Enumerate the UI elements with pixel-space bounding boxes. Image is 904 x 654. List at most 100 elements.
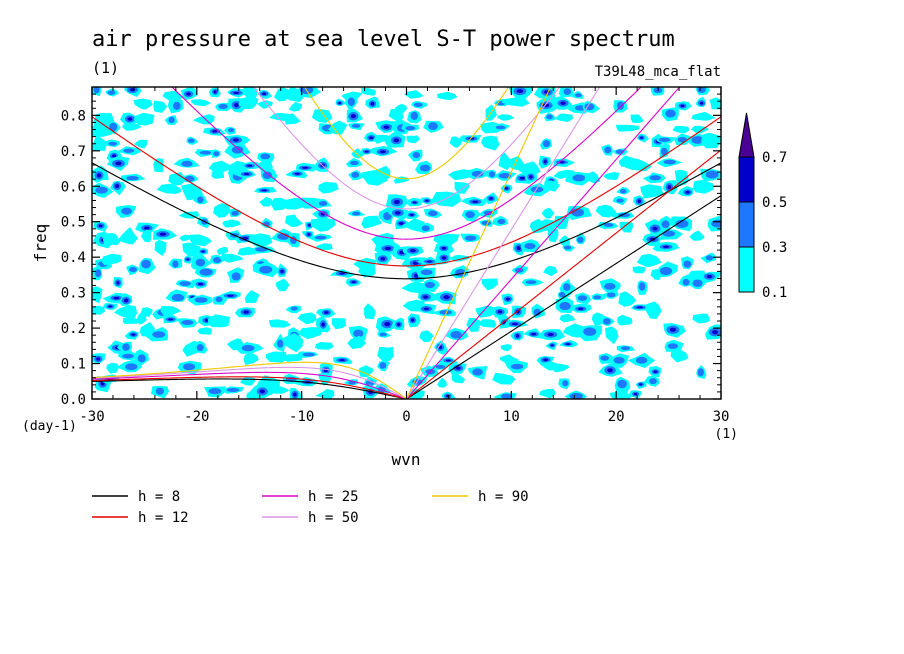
legend-label: h = 12: [138, 510, 189, 526]
curve-h-90-kelvin: [406, 87, 552, 399]
contour-patch: [433, 233, 460, 247]
contour-core: [638, 282, 646, 291]
x-tick-label: 30: [713, 409, 730, 425]
contour-core: [593, 295, 602, 300]
contour-core: [663, 159, 676, 165]
contour-core: [583, 327, 597, 336]
contour-core: [603, 223, 614, 227]
contour-peak: [213, 90, 217, 94]
contour-peak: [394, 211, 401, 215]
contour-patch: [636, 253, 662, 268]
contour-patch: [466, 317, 480, 332]
contour-core: [212, 256, 222, 264]
curve-h-25-inertia-gravity: [171, 87, 642, 240]
contour-patch: [134, 139, 148, 149]
contour-patch: [361, 215, 383, 229]
y-axis-label: freq: [31, 224, 50, 263]
contour-core: [379, 332, 387, 337]
contour-core: [428, 210, 438, 217]
curve-h-90-inertia-gravity: [303, 87, 510, 180]
contour-core: [277, 339, 284, 348]
contour-core: [619, 189, 627, 194]
contour-patch: [182, 242, 201, 257]
contour-patch: [481, 135, 500, 151]
contour-core: [260, 153, 271, 160]
contour-peak: [98, 224, 103, 228]
contour-peak: [706, 274, 713, 279]
contour-peak: [127, 117, 133, 121]
contour-patch: [133, 112, 155, 126]
y-tick-label: 0.2: [61, 321, 86, 337]
contour-core: [353, 329, 364, 338]
contour-peak: [159, 232, 167, 236]
contour-peak: [399, 222, 404, 225]
contour-core: [616, 198, 624, 203]
contour-core: [231, 146, 244, 154]
contour-peak: [131, 333, 136, 336]
contour-peak: [516, 89, 524, 94]
x-tick-label: 10: [503, 409, 520, 425]
legend-label: h = 25: [308, 489, 359, 505]
contour-patch: [617, 314, 633, 326]
contour-core: [495, 125, 506, 130]
contour-peak: [412, 201, 417, 204]
contour-patch: [244, 290, 260, 303]
contour-core: [152, 331, 166, 338]
contour-peak: [338, 102, 342, 105]
contour-peak: [446, 394, 450, 398]
x-axis-label: wvn: [392, 450, 421, 469]
contour-patch: [693, 179, 714, 194]
contour-core: [697, 87, 706, 93]
contour-core: [183, 363, 196, 371]
contour-peak: [529, 175, 533, 179]
contour-patch: [179, 234, 193, 242]
contour-peak: [393, 199, 400, 205]
contour-core: [95, 186, 108, 194]
contour-core: [661, 220, 670, 229]
contour-core: [705, 255, 714, 261]
contour-peak: [680, 104, 685, 108]
contour-patch: [406, 135, 421, 144]
contour-patch: [553, 169, 577, 179]
y-tick-label: 0.5: [61, 215, 86, 231]
contour-peak: [115, 161, 122, 166]
colorbar-extend-arrow: [738, 112, 755, 158]
contour-patch: [315, 389, 335, 399]
contour-patch: [282, 197, 305, 210]
contour-peak: [426, 260, 433, 263]
contour-patch: [431, 191, 462, 207]
contour-core: [351, 171, 360, 178]
contour-core: [215, 296, 223, 303]
contour-core: [577, 236, 584, 243]
contour-core: [533, 308, 541, 317]
contour-patch: [358, 263, 376, 278]
y-tick-label: 0.0: [61, 392, 86, 408]
contour-peak: [633, 392, 638, 396]
contour-core: [228, 128, 235, 133]
contour-core: [122, 353, 134, 359]
contour-core: [141, 259, 151, 269]
contour-patch: [268, 319, 291, 328]
contour-peak: [380, 257, 386, 261]
contour-patch: [101, 253, 122, 266]
contour-peak: [653, 370, 658, 374]
contour-core: [199, 268, 213, 276]
legend: h = 8 h = 12 h = 25 h = 50 h = 90: [92, 489, 529, 526]
y-tick-label: 0.6: [61, 179, 86, 195]
contour-core: [649, 175, 662, 181]
contour-patch: [500, 344, 512, 352]
contour-peak: [321, 322, 325, 327]
contour-patch: [401, 281, 430, 294]
colorbar: 0.1 0.3 0.5 0.7: [738, 112, 787, 301]
contour-peak: [234, 103, 239, 108]
contour-core: [564, 245, 572, 250]
contour-patch: [640, 184, 664, 199]
dispersion-curves: [92, 87, 721, 399]
contour-core: [618, 213, 631, 218]
contour-peak: [543, 358, 549, 362]
contour-patch: [283, 113, 301, 125]
contour-core: [705, 170, 719, 179]
contour-core: [649, 378, 657, 385]
contour-patch: [275, 278, 290, 292]
contour-core: [428, 122, 438, 130]
